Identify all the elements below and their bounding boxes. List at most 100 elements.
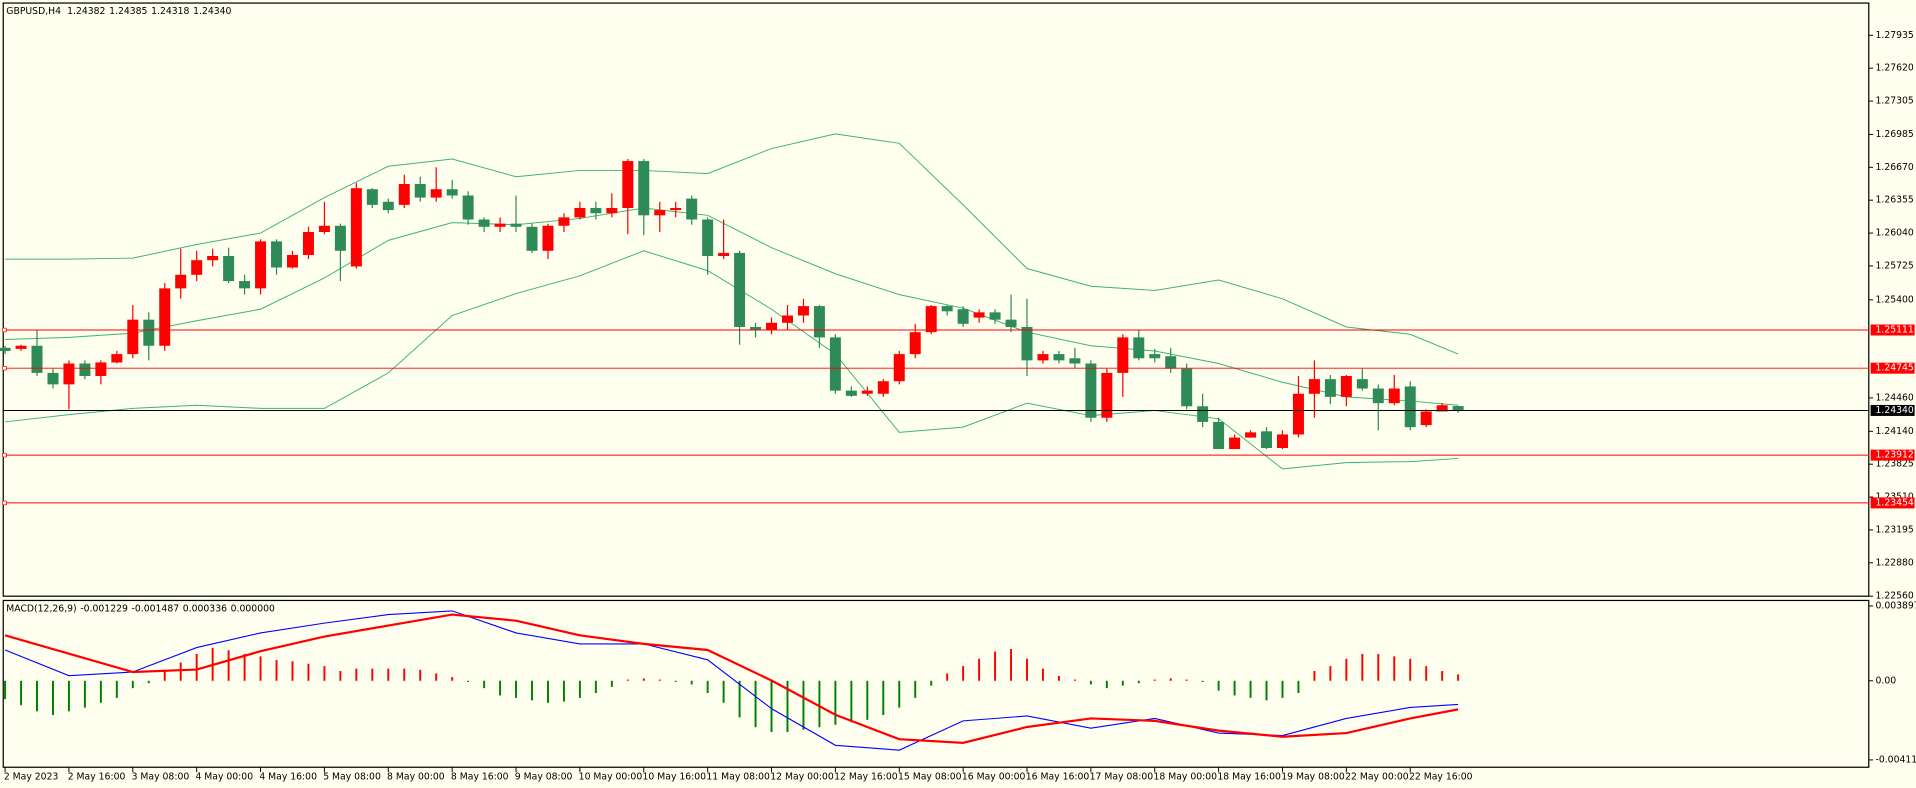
x-tick-label: 2 May 2023 [4, 772, 59, 783]
candle-body [989, 312, 1001, 320]
candle-body [414, 184, 426, 198]
level-label: 1.24745 [1876, 363, 1914, 374]
candle-body [494, 223, 506, 227]
level-marker [2, 365, 7, 371]
macd-header: MACD(12,26,9) -0.001229 -0.001487 0.000336 0… [6, 603, 275, 614]
candle-body [1340, 376, 1352, 397]
y-tick-label: 1.22560 [1876, 591, 1914, 602]
x-tick-label: 4 May 00:00 [195, 772, 253, 783]
candle-body [845, 390, 857, 396]
header-open: 1.24382 [67, 5, 105, 16]
candle-body [175, 274, 187, 289]
level-marker [2, 327, 7, 333]
candle-body [79, 363, 91, 377]
candle-body [1420, 411, 1432, 426]
y-tick-label: 0.003897 [1876, 600, 1916, 611]
y-tick-label: 1.27305 [1876, 96, 1914, 107]
x-tick-label: 4 May 16:00 [259, 772, 317, 783]
candle-body [1245, 432, 1257, 438]
macd-line [4, 613, 1459, 744]
candle-body [63, 363, 75, 385]
candle-body [0, 347, 11, 351]
candle-body [1101, 372, 1113, 418]
macd-main: -0.001229 [80, 603, 128, 614]
candle-body [893, 354, 905, 382]
candle-body [1181, 368, 1193, 407]
level-tag [1870, 324, 1915, 336]
candle-body [941, 306, 953, 312]
macd-line [4, 610, 1459, 751]
candle-body [1276, 434, 1288, 449]
x-tick-label: 22 May 16:00 [1409, 772, 1473, 783]
y-tick-label: 1.26040 [1876, 228, 1914, 239]
header-close: 1.24340 [193, 5, 231, 16]
y-tick-label: 1.23195 [1876, 524, 1914, 535]
candle-body [957, 309, 969, 324]
candle-body [1197, 406, 1209, 422]
x-tick-label: 2 May 16:00 [68, 772, 126, 783]
candle-body [271, 241, 283, 268]
candle-body [1117, 337, 1129, 373]
y-tick-label: 1.27935 [1876, 30, 1914, 41]
candle-body [1085, 363, 1097, 418]
y-tick-label: 1.23825 [1876, 459, 1914, 470]
level-tag [1870, 449, 1915, 461]
candle-body [191, 260, 203, 275]
candle-body [143, 319, 155, 346]
y-tick-label: 1.24140 [1876, 426, 1914, 437]
candle-body [95, 362, 107, 377]
candle-body [877, 381, 889, 394]
y-tick-label: -0.004119 [1876, 754, 1916, 765]
x-tick-label: 8 May 16:00 [451, 772, 509, 783]
x-tick-label: 5 May 08:00 [323, 772, 381, 783]
bollinger-upper [5, 133, 1459, 355]
candle-body [462, 195, 474, 220]
candle-body [797, 306, 809, 316]
candle-body [510, 223, 522, 227]
macd-panel [2, 599, 1870, 768]
x-tick-label: 22 May 00:00 [1345, 772, 1409, 783]
y-tick-label: 1.26355 [1876, 195, 1914, 206]
candle-body [207, 256, 219, 261]
x-tick-label: 3 May 08:00 [132, 772, 190, 783]
candle-body [702, 219, 714, 257]
x-tick-label: 8 May 00:00 [387, 772, 445, 783]
level-label: 1.23912 [1876, 450, 1914, 461]
candle-body [1404, 386, 1416, 428]
candle-body [1261, 431, 1273, 449]
y-tick-label: 1.26985 [1876, 129, 1914, 140]
candle-body [750, 326, 762, 331]
macd-extra: 0.000000 [231, 603, 275, 614]
candle-body [813, 306, 825, 338]
x-tick-label: 9 May 08:00 [515, 772, 573, 783]
candle-body [1229, 437, 1241, 450]
candle-body [1388, 388, 1400, 404]
price-panel [2, 2, 1870, 597]
level-marker [2, 500, 7, 506]
x-tick-label: 18 May 16:00 [1217, 772, 1281, 783]
level-label: 1.23454 [1876, 497, 1914, 508]
candle-body [1356, 379, 1368, 389]
candle-body [542, 225, 554, 251]
candle-body [781, 315, 793, 323]
candle-body [286, 254, 298, 268]
x-tick-label: 11 May 08:00 [706, 772, 770, 783]
candle-body [1324, 379, 1336, 397]
y-tick-label: 1.25400 [1876, 294, 1914, 305]
candle-body [223, 256, 235, 282]
candle-body [446, 189, 458, 196]
candle-body [590, 208, 602, 214]
level-tag [1870, 362, 1915, 374]
candle-body [31, 345, 43, 373]
y-tick-label: 1.26670 [1876, 162, 1914, 173]
candle-body [622, 161, 634, 209]
x-tick-label: 12 May 00:00 [770, 772, 834, 783]
candle-body [670, 208, 682, 211]
candle-body [1213, 421, 1225, 450]
header-high: 1.24385 [109, 5, 147, 16]
y-tick-label: 1.27620 [1876, 63, 1914, 74]
candle-body [239, 281, 251, 289]
level-tag [1870, 497, 1915, 509]
candle-body [398, 184, 410, 205]
